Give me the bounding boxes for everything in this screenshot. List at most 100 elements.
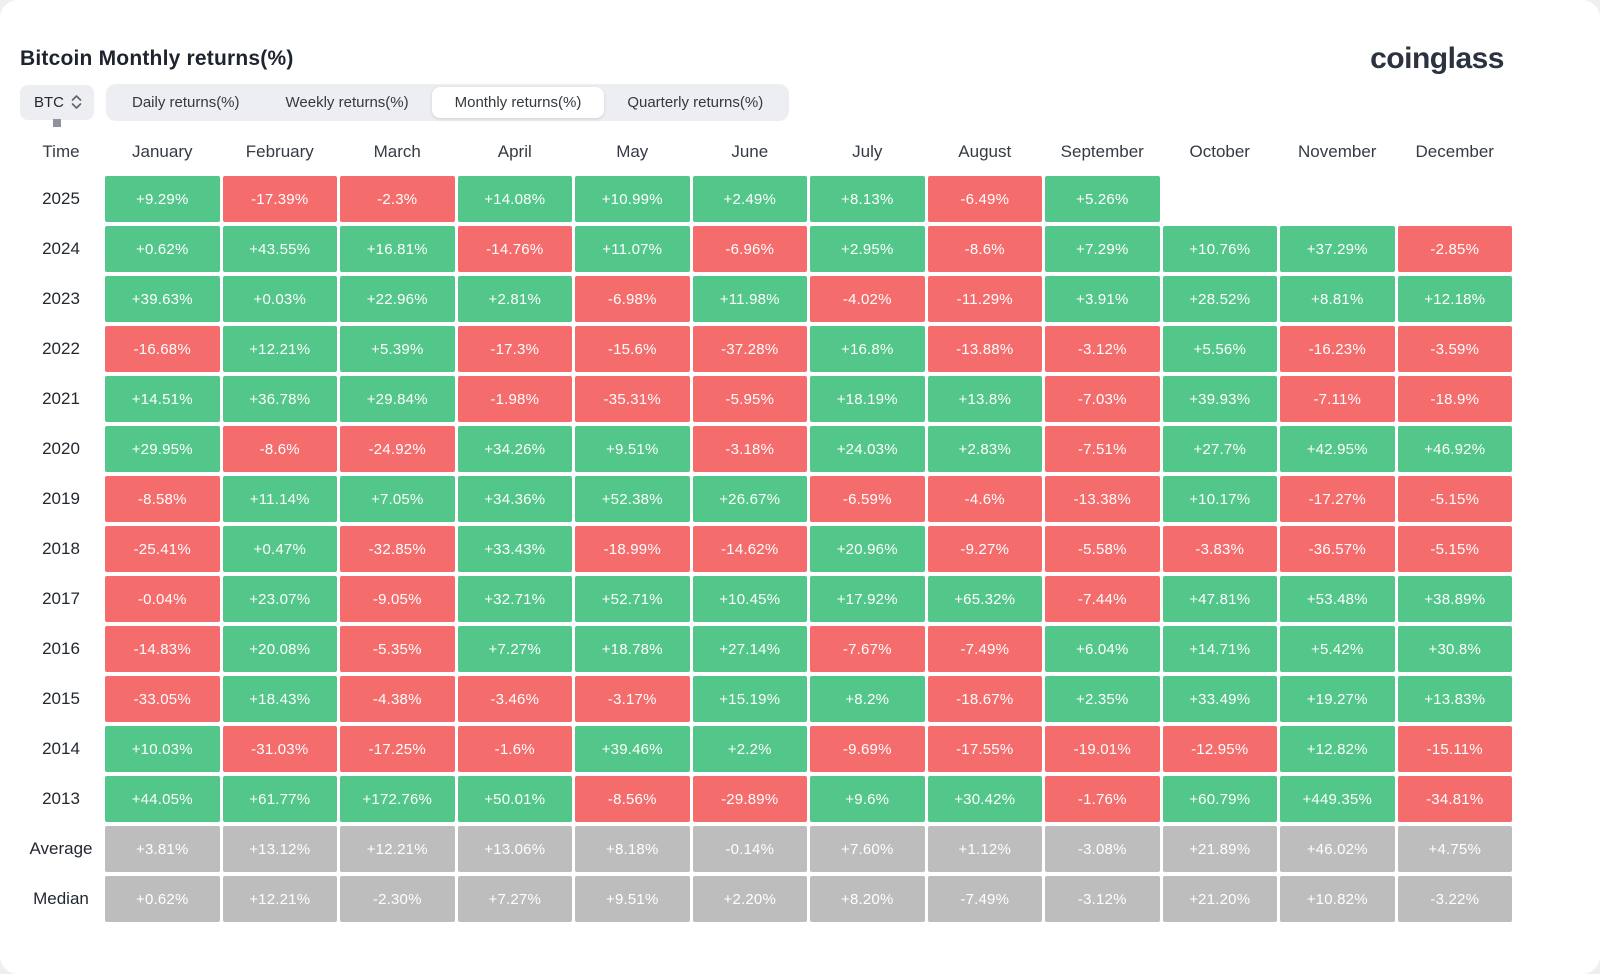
row-label: 2021 (42, 389, 80, 408)
return-cell: -3.22% (1397, 876, 1512, 922)
return-cell: +53.48% (1280, 576, 1395, 622)
return-cell: -8.56% (575, 776, 690, 822)
return-cell: +10.45% (692, 576, 807, 622)
coinglass-logo: coinglass (1370, 42, 1504, 75)
return-cell: +13.8% (927, 376, 1042, 422)
return-cell: +30.42% (927, 776, 1042, 822)
return-cell: +2.49% (692, 176, 807, 222)
return-cell: -17.55% (927, 726, 1042, 772)
return-cell: -35.31% (575, 376, 690, 422)
tab-quarterly-returns[interactable]: Quarterly returns(%) (627, 93, 764, 111)
tab-monthly-returns[interactable]: Monthly returns(%) (431, 86, 605, 118)
return-cell: +37.29% (1280, 226, 1395, 272)
row-label: 2016 (42, 639, 80, 658)
return-cell: -7.44% (1045, 576, 1160, 622)
month-column-header: November (1298, 142, 1377, 161)
return-cell: -15.11% (1397, 726, 1512, 772)
return-cell: -5.35% (340, 626, 455, 672)
return-cell: -8.6% (927, 226, 1042, 272)
tab-daily-returns[interactable]: Daily returns(%) (132, 93, 240, 111)
return-cell: +12.82% (1280, 726, 1395, 772)
return-cell: +8.2% (810, 676, 925, 722)
month-column-header: February (245, 142, 314, 161)
return-cell: +2.81% (457, 276, 572, 322)
month-column-header: August (958, 142, 1012, 161)
return-cell: -2.85% (1397, 226, 1512, 272)
return-cell: +14.08% (457, 176, 572, 222)
return-cell: +18.19% (810, 376, 925, 422)
return-cell: -19.01% (1045, 726, 1160, 772)
month-column-header: June (731, 142, 769, 161)
return-cell: -7.11% (1280, 376, 1395, 422)
coin-select-value: BTC (34, 93, 64, 111)
up-down-chevron-icon (71, 94, 82, 110)
return-cell: -1.98% (457, 376, 572, 422)
return-cell: -5.15% (1397, 476, 1512, 522)
return-cell: +39.93% (1162, 376, 1277, 422)
return-cell: +39.46% (575, 726, 690, 772)
return-cell: -3.46% (457, 676, 572, 722)
return-cell: +30.8% (1397, 626, 1512, 672)
row-label: 2013 (42, 789, 80, 808)
return-cell: -13.38% (1045, 476, 1160, 522)
return-cell: +5.39% (340, 326, 455, 372)
return-cell: +10.82% (1280, 876, 1395, 922)
return-cell: +8.13% (810, 176, 925, 222)
returns-table: Time January February March April May June July… (20, 132, 1512, 922)
return-cell: -14.62% (692, 526, 807, 572)
return-cell: +7.60% (810, 826, 925, 872)
tab-weekly-returns[interactable]: Weekly returns(%) (285, 93, 409, 111)
return-cell: -5.15% (1397, 526, 1512, 572)
month-column-header: October (1189, 142, 1250, 161)
coin-select[interactable]: BTC (20, 84, 94, 127)
return-cell: +9.6% (810, 776, 925, 822)
month-column-header: May (616, 142, 649, 161)
return-cell: +34.26% (457, 426, 572, 472)
return-cell: -31.03% (222, 726, 337, 772)
return-cell: +42.95% (1280, 426, 1395, 472)
return-cell: -3.08% (1045, 826, 1160, 872)
return-cell (1280, 176, 1395, 222)
return-cell: +20.08% (222, 626, 337, 672)
return-cell: +47.81% (1162, 576, 1277, 622)
return-cell: +7.05% (340, 476, 455, 522)
return-cell: +61.77% (222, 776, 337, 822)
return-cell: -7.49% (927, 876, 1042, 922)
return-cell: -37.28% (692, 326, 807, 372)
return-cell: +44.05% (105, 776, 220, 822)
return-cell: +38.89% (1397, 576, 1512, 622)
return-cell: -12.95% (1162, 726, 1277, 772)
return-cell: +12.21% (222, 876, 337, 922)
return-cell: -14.76% (457, 226, 572, 272)
return-cell: -4.02% (810, 276, 925, 322)
return-cell: -0.14% (692, 826, 807, 872)
row-label: 2025 (42, 189, 80, 208)
return-cell: -17.27% (1280, 476, 1395, 522)
return-cell: +0.62% (105, 226, 220, 272)
return-cell: -6.96% (692, 226, 807, 272)
return-cell: -4.6% (927, 476, 1042, 522)
return-cell: -13.88% (927, 326, 1042, 372)
return-cell: +26.67% (692, 476, 807, 522)
return-cell: -7.67% (810, 626, 925, 672)
row-label: 2015 (42, 689, 80, 708)
return-cell: +12.21% (222, 326, 337, 372)
return-cell: +5.26% (1045, 176, 1160, 222)
return-cell: +52.71% (575, 576, 690, 622)
month-column-header: December (1415, 142, 1494, 161)
return-cell: -7.03% (1045, 376, 1160, 422)
return-cell: -5.95% (692, 376, 807, 422)
row-label: Median (33, 889, 89, 908)
month-column-header: March (373, 142, 421, 161)
return-cell: -32.85% (340, 526, 455, 572)
return-cell: -3.18% (692, 426, 807, 472)
return-cell: -33.05% (105, 676, 220, 722)
row-label: 2017 (42, 589, 80, 608)
return-cell: +29.84% (340, 376, 455, 422)
return-cell: +43.55% (222, 226, 337, 272)
return-cell: -6.49% (927, 176, 1042, 222)
return-cell: -3.17% (575, 676, 690, 722)
return-cell: +2.95% (810, 226, 925, 272)
return-cell: -6.59% (810, 476, 925, 522)
